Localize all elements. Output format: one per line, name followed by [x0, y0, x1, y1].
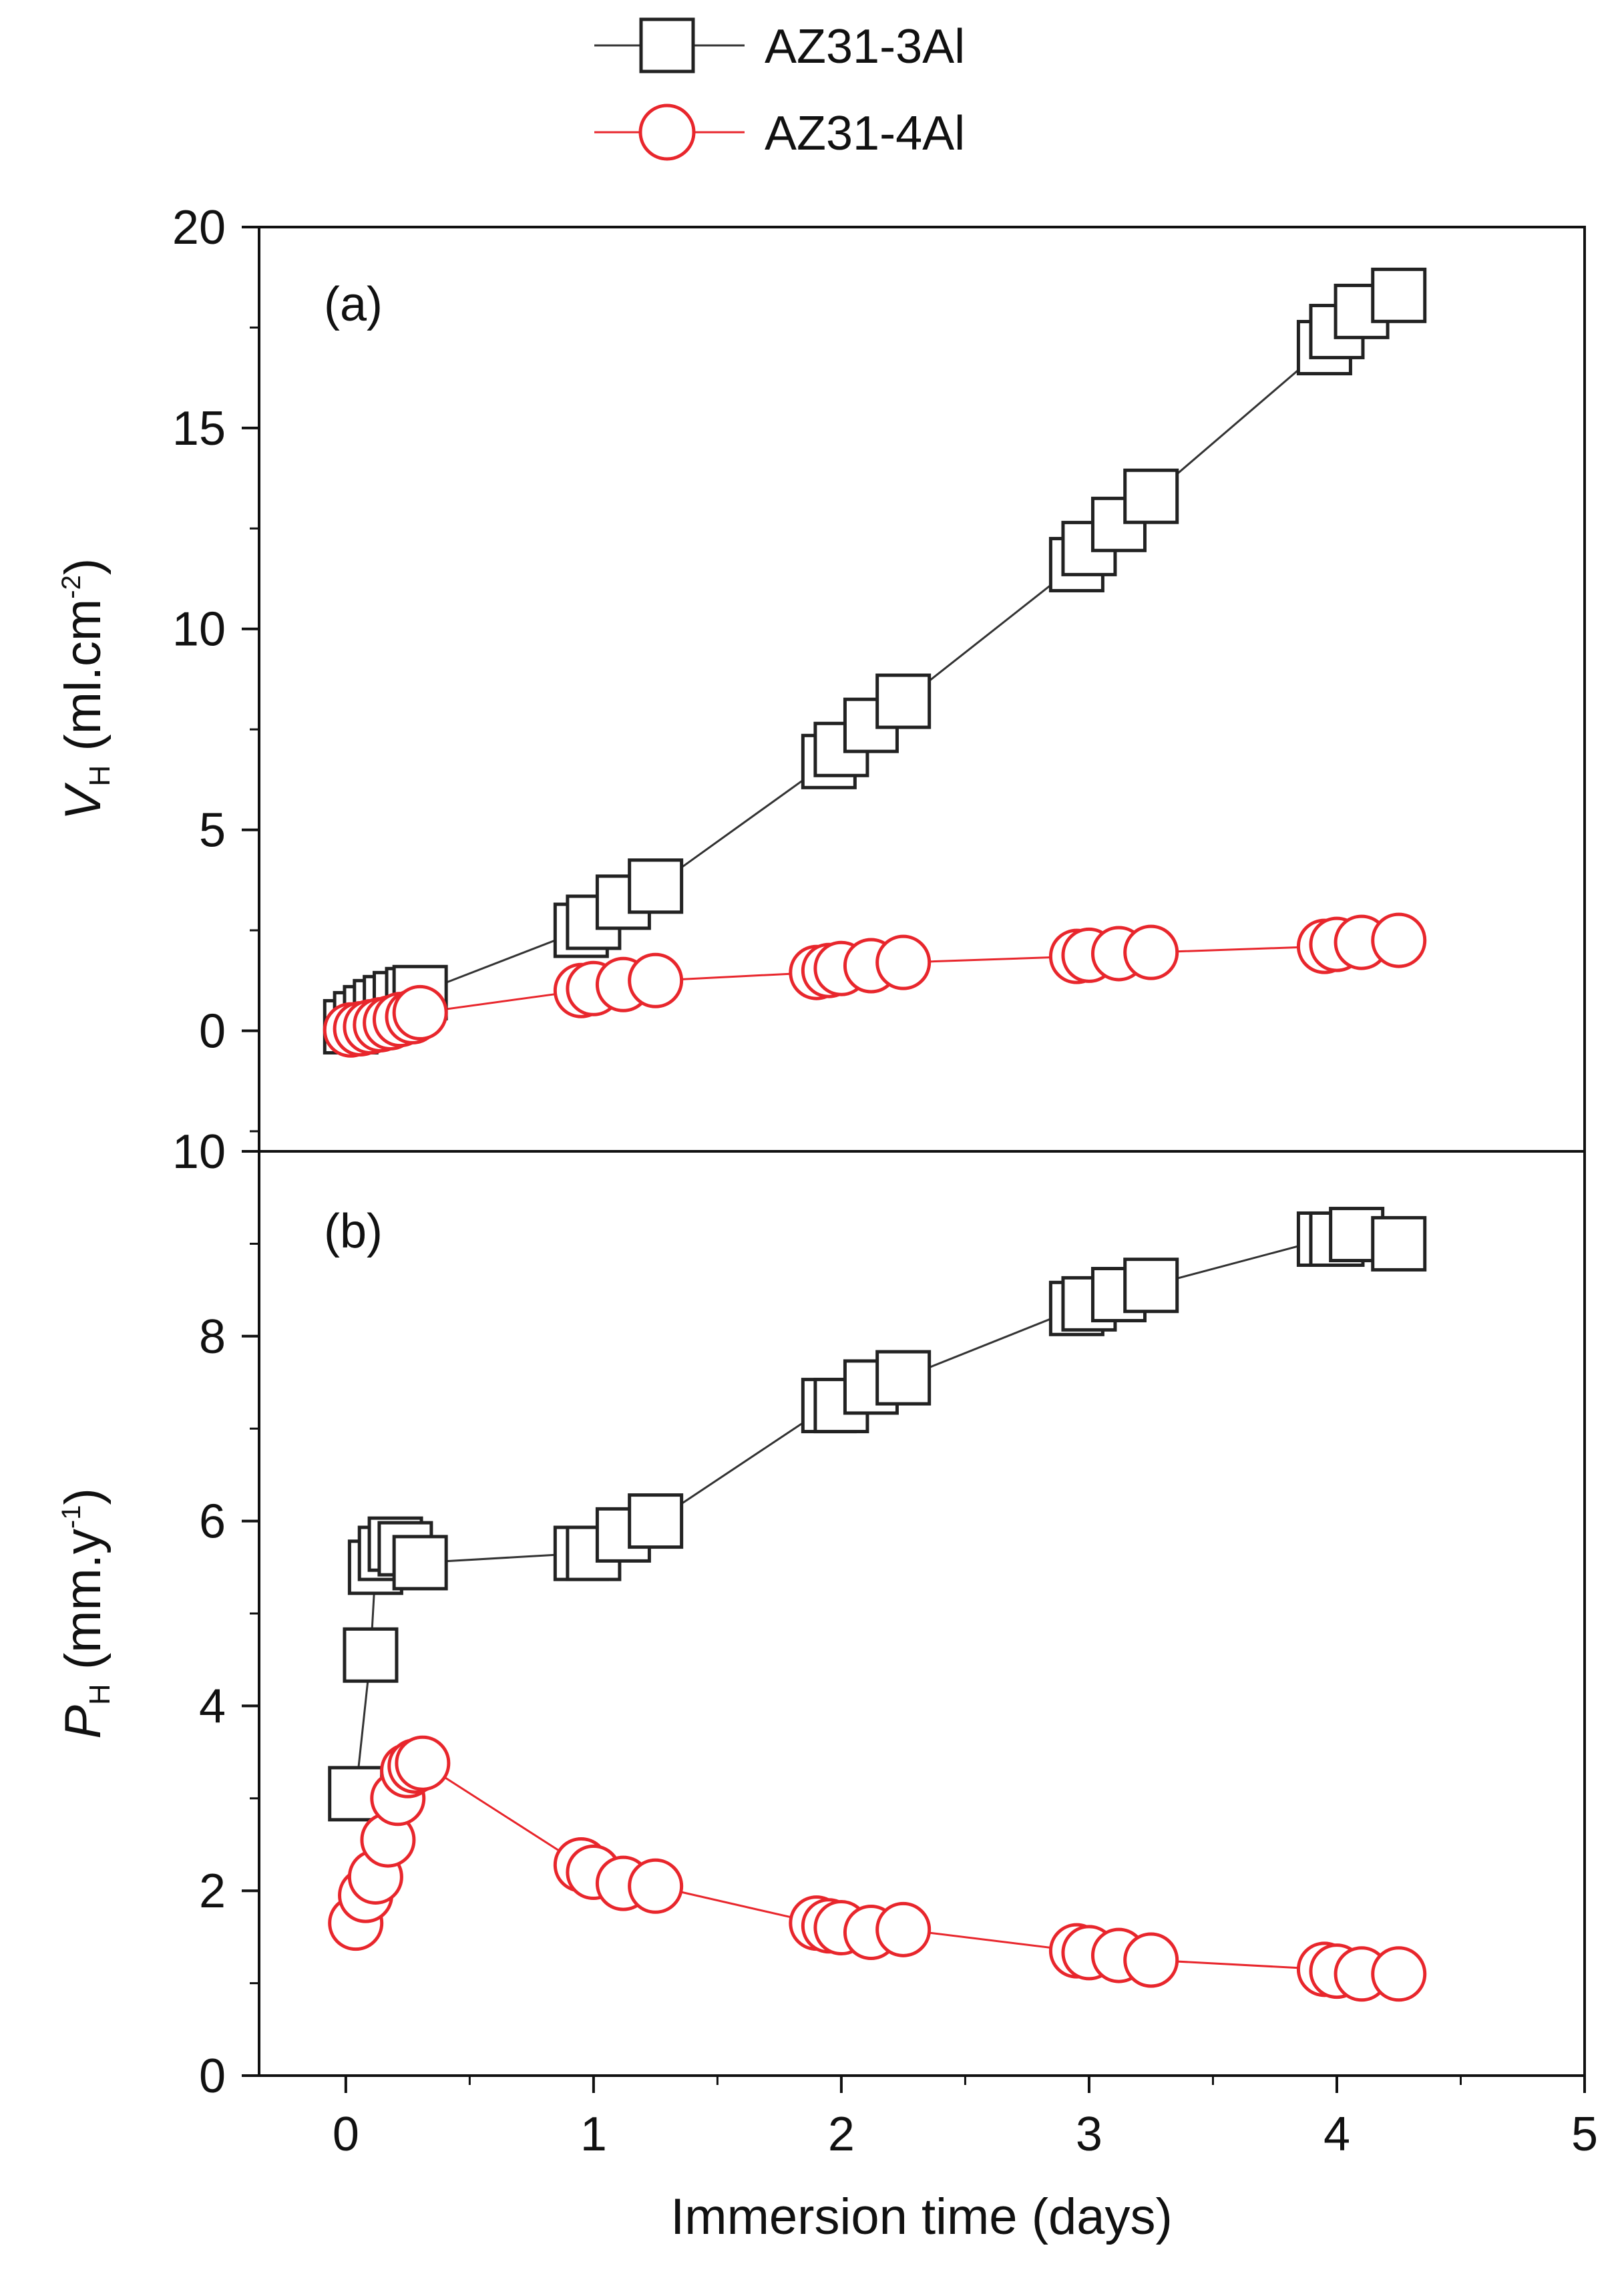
- x-tick-label: 4: [1324, 2108, 1350, 2161]
- data-point-az31-3al: [875, 1350, 932, 1406]
- panel-b-y-axis-title: PH (mm.y-1): [55, 1488, 116, 1739]
- y-tick-label: 10: [172, 1125, 226, 1179]
- data-point-az31-3al: [343, 1627, 399, 1683]
- data-point-az31-3al: [1371, 1215, 1427, 1272]
- data-point-az31-3al: [628, 858, 684, 914]
- data-point-az31-3al: [392, 1535, 448, 1591]
- legend-marker-square: [639, 17, 695, 73]
- y-tick-label: 20: [172, 201, 226, 254]
- data-point-az31-4al: [628, 952, 684, 1008]
- data-point-az31-4al: [1371, 912, 1427, 968]
- panel-a-ylabel-close: ): [55, 558, 112, 575]
- panel-a-ylabel-sup: -2: [57, 575, 86, 599]
- legend-marker-circle: [638, 104, 696, 161]
- y-tick-label: 10: [172, 603, 226, 656]
- panel-b-series-lines: [355, 1233, 1400, 1975]
- panel-b-y-ticks: 10 8 6 4 2 0: [172, 1125, 259, 2103]
- legend: AZ31-3Al AZ31-4Al: [594, 17, 965, 161]
- x-axis: 0 1 2 3 4 5: [333, 2076, 1598, 2161]
- panel-b-label: (b): [324, 1205, 383, 1258]
- legend-entry-az31-4al: AZ31-4Al: [594, 104, 965, 161]
- panel-a-ylabel-unit: (ml.cm: [55, 599, 112, 765]
- data-point-az31-3al: [628, 1493, 684, 1549]
- data-point-az31-3al: [1123, 468, 1179, 524]
- legend-label-az31-3al: AZ31-3Al: [765, 20, 965, 73]
- data-point-az31-4al: [395, 1735, 451, 1791]
- panel-b-ylabel-sub: H: [83, 1684, 116, 1705]
- y-tick-label: 6: [199, 1495, 226, 1549]
- panel-a: 20 15 10 5 0 (a) VH (ml.cm-2): [55, 201, 1586, 1153]
- panel-a-y-ticks: 20 15 10 5 0: [172, 201, 259, 1133]
- data-point-az31-4al: [1123, 924, 1179, 980]
- data-point-az31-3al: [1123, 1258, 1179, 1314]
- panel-b-ylabel-main: P: [55, 1705, 112, 1739]
- panel-a-line-az31-3al: [350, 294, 1400, 1028]
- x-tick-label: 5: [1571, 2108, 1598, 2161]
- data-point-az31-3al: [1371, 267, 1427, 323]
- legend-entry-az31-3al: AZ31-3Al: [594, 17, 965, 73]
- y-tick-label: 4: [199, 1680, 226, 1733]
- data-point-az31-4al: [628, 1858, 684, 1914]
- panel-a-label: (a): [324, 278, 383, 331]
- panel-a-ylabel-sub: H: [83, 765, 116, 787]
- panel-a-y-axis-title: VH (ml.cm-2): [55, 558, 116, 820]
- panel-b-ylabel-close: ): [55, 1488, 112, 1505]
- y-tick-label: 15: [172, 402, 226, 455]
- panel-b-markers: [328, 1207, 1427, 2002]
- y-tick-label: 2: [199, 1865, 226, 1918]
- y-tick-label: 5: [199, 804, 226, 857]
- x-tick-label: 2: [828, 2108, 855, 2161]
- legend-label-az31-4al: AZ31-4Al: [765, 107, 965, 160]
- y-tick-label: 0: [199, 1004, 226, 1058]
- panel-a-ylabel-main: V: [55, 782, 112, 820]
- panel-b-ylabel-unit: (mm.y: [55, 1529, 112, 1684]
- x-tick-label: 1: [580, 2108, 607, 2161]
- panel-b: 10 8 6 4 2 0 (b) PH (mm.y-1): [55, 1125, 1586, 2103]
- data-point-az31-4al: [1123, 1932, 1179, 1988]
- y-tick-label: 0: [199, 2050, 226, 2103]
- panel-a-series-lines: [350, 294, 1400, 1031]
- data-point-az31-4al: [392, 984, 448, 1040]
- y-tick-label: 8: [199, 1310, 226, 1364]
- panel-a-markers: [323, 267, 1427, 1058]
- data-point-az31-4al: [875, 934, 932, 990]
- x-tick-label: 3: [1076, 2108, 1102, 2161]
- panel-b-line-az31-3al: [355, 1233, 1400, 1794]
- x-axis-title: Immersion time (days): [670, 2188, 1173, 2245]
- panel-b-ylabel-sup: -1: [57, 1505, 86, 1529]
- data-point-az31-3al: [875, 673, 932, 729]
- data-point-az31-4al: [1371, 1946, 1427, 2002]
- x-tick-label: 0: [333, 2108, 359, 2161]
- data-point-az31-4al: [875, 1901, 932, 1957]
